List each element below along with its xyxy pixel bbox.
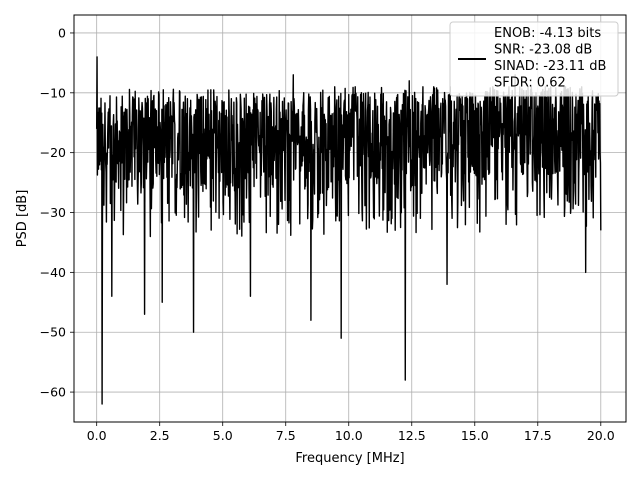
y-tick-label: −60: [40, 385, 66, 400]
y-axis-ticks: 0 −10 −20 −30 −40 −50 −60: [40, 25, 74, 400]
legend-line-snr: SNR: -23.08 dB: [494, 43, 592, 58]
x-tick-label: 15.0: [461, 428, 489, 443]
x-tick-label: 10.0: [335, 428, 363, 443]
y-tick-label: −10: [40, 85, 66, 100]
x-tick-label: 2.5: [150, 428, 170, 443]
x-axis-ticks: 0.0 2.5 5.0 7.5 10.0 12.5 15.0 17.5 20.0: [87, 422, 615, 443]
series-group: [95, 56, 602, 405]
x-axis-label: Frequency [MHz]: [295, 451, 404, 466]
legend-line-enob: ENOB: -4.13 bits: [494, 26, 601, 41]
legend-line-sinad: SINAD: -23.11 dB: [494, 59, 606, 74]
y-tick-label: −40: [40, 265, 66, 280]
legend: ENOB: -4.13 bits SNR: -23.08 dB SINAD: -…: [449, 21, 619, 97]
y-tick-label: −20: [40, 145, 66, 160]
legend-box: [449, 21, 619, 97]
y-tick-label: 0: [58, 25, 66, 40]
y-tick-label: −30: [40, 205, 66, 220]
x-tick-label: 17.5: [524, 428, 552, 443]
x-tick-label: 20.0: [587, 428, 615, 443]
psd-series-line: [95, 56, 602, 405]
y-axis-label: PSD [dB]: [15, 190, 30, 248]
legend-line-sfdr: SFDR: 0.62: [494, 76, 566, 91]
y-tick-label: −50: [40, 325, 66, 340]
x-tick-label: 12.5: [398, 428, 426, 443]
plot-frame: [73, 14, 627, 423]
x-tick-label: 5.0: [213, 428, 233, 443]
x-tick-label: 0.0: [87, 428, 107, 443]
x-tick-label: 7.5: [276, 428, 296, 443]
